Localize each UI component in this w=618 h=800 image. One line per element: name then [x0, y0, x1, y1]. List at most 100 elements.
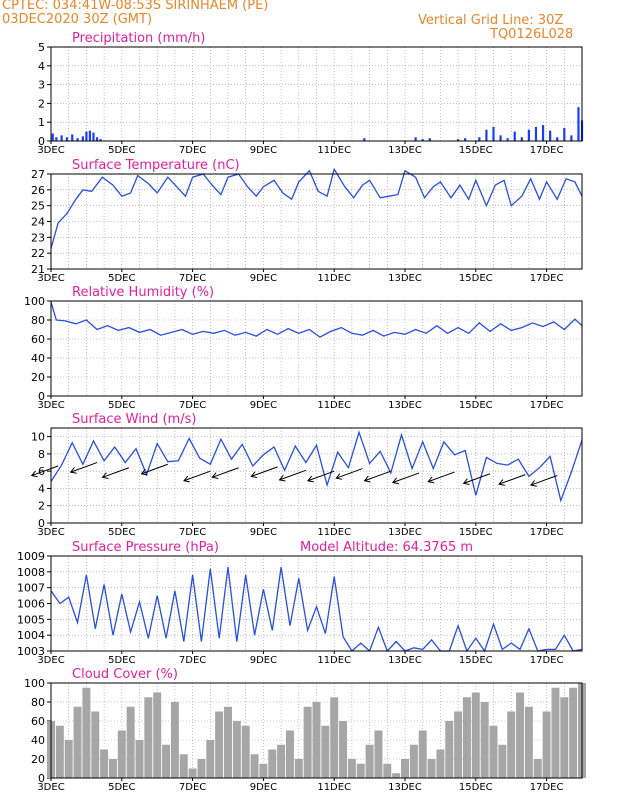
cloud-bar: [197, 759, 206, 778]
y-tick-label: 5: [38, 41, 45, 54]
x-tick-label: 13DEC: [388, 527, 422, 538]
precip-bar: [421, 139, 424, 141]
y-tick-label: 60: [31, 333, 45, 346]
cloud-bar: [330, 697, 339, 778]
precip-bar: [88, 130, 92, 141]
cloud-bar: [100, 749, 109, 778]
x-tick-label: 17DEC: [530, 782, 564, 793]
wind-arrow-head: [211, 472, 219, 479]
y-tick-label: 1005: [17, 613, 45, 626]
precip-bar: [492, 126, 495, 141]
cloud-bar: [277, 744, 286, 778]
y-tick-label: 1003: [17, 645, 45, 658]
wind-arrow: [212, 467, 239, 478]
precip-bar: [541, 125, 545, 141]
y-tick-label: 1006: [17, 598, 45, 611]
cloud-bar: [188, 768, 197, 778]
wind-arrow-head: [183, 475, 190, 483]
x-tick-label: 9DEC: [250, 527, 277, 538]
cloud-bar: [224, 706, 232, 778]
x-tick-label: 17DEC: [530, 145, 564, 156]
panel-frame: [50, 555, 583, 652]
wind-arrow: [70, 462, 98, 473]
wind-arrow: [251, 466, 278, 477]
x-tick-label: 7DEC: [179, 782, 206, 793]
x-tick-label: 13DEC: [388, 145, 422, 156]
x-tick-label: 15DEC: [459, 527, 493, 538]
precip-bar: [520, 137, 523, 141]
cloud-bar: [339, 721, 348, 778]
cloud-bar: [374, 730, 383, 778]
wind-arrow: [336, 468, 363, 479]
y-tick-label: 21: [31, 263, 45, 276]
y-tick-label: 20: [31, 753, 45, 766]
y-tick-label: 23: [31, 231, 45, 244]
cloud-bar: [162, 744, 171, 778]
wind-arrow: [307, 470, 335, 482]
wind-arrow-head: [250, 471, 258, 479]
y-tick-label: 100: [24, 295, 45, 308]
x-tick-label: 9DEC: [250, 273, 277, 284]
panel-frame: [50, 46, 583, 142]
y-tick-label: 80: [31, 314, 45, 327]
cloud-bar: [206, 740, 215, 778]
panel-frame: [50, 300, 583, 397]
x-tick-label: 11DEC: [317, 655, 351, 666]
cloud-bar: [117, 730, 126, 778]
cloud-bar: [392, 773, 401, 778]
panel-frame: [50, 427, 583, 524]
x-tick-label: 3DEC: [37, 527, 64, 538]
x-tick-label: 17DEC: [530, 400, 564, 411]
precip-bar: [92, 132, 95, 141]
series-line: [50, 301, 583, 338]
x-tick-label: 7DEC: [179, 655, 206, 666]
y-tick-label: 40: [31, 352, 45, 365]
cloud-bar: [560, 697, 569, 778]
precip-bar: [464, 138, 467, 141]
precip-bar: [81, 136, 84, 141]
x-tick-label: 11DEC: [317, 400, 351, 411]
cloud-bar: [454, 711, 463, 778]
cloud-bar: [232, 721, 241, 778]
wind-arrow-head: [391, 477, 399, 485]
y-tick-label: 1008: [17, 566, 45, 579]
x-tick-label: 3DEC: [37, 400, 64, 411]
y-tick-label: 2: [38, 500, 45, 513]
x-tick-label: 13DEC: [388, 782, 422, 793]
panel-title: Precipitation (mm/h): [72, 31, 205, 46]
cloud-bar: [259, 763, 268, 778]
y-tick-label: 0: [38, 772, 45, 785]
x-tick-label: 7DEC: [179, 527, 206, 538]
x-tick-label: 15DEC: [459, 782, 493, 793]
y-tick-label: 24: [31, 216, 45, 229]
series-line: [50, 567, 583, 653]
panel-frame: [50, 682, 583, 779]
x-tick-label: 13DEC: [388, 273, 422, 284]
x-tick-label: 9DEC: [250, 145, 277, 156]
precip-bar: [563, 127, 566, 141]
x-tick-label: 15DEC: [459, 273, 493, 284]
y-tick-label: 0: [38, 390, 45, 403]
panel-title: Surface Wind (m/s): [72, 412, 196, 427]
cloud-bar: [445, 721, 454, 778]
panel-frame: [50, 173, 583, 270]
y-tick-label: 40: [31, 734, 45, 747]
cloud-bar: [365, 744, 374, 778]
x-tick-label: 7DEC: [179, 145, 206, 156]
x-tick-label: 15DEC: [459, 655, 493, 666]
x-tick-label: 17DEC: [530, 527, 564, 538]
x-tick-label: 7DEC: [179, 273, 206, 284]
cloud-bar: [409, 744, 418, 778]
cloud-bar: [153, 692, 162, 778]
x-tick-label: 5DEC: [108, 527, 135, 538]
precip-bar: [95, 137, 99, 141]
cloud-bar: [418, 730, 427, 778]
wind-arrow-head: [335, 473, 343, 480]
cloud-bar: [108, 759, 117, 778]
cloud-bar: [542, 711, 551, 778]
y-tick-label: 22: [31, 247, 45, 260]
precip-bar: [556, 137, 559, 141]
panel-title: Cloud Cover (%): [72, 667, 178, 682]
